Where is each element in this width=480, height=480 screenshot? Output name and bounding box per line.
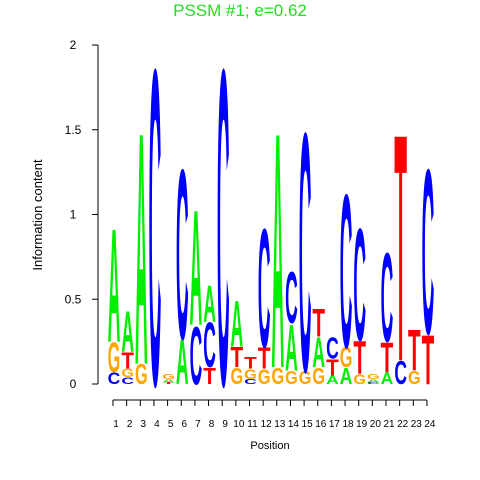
- x-tick-label: 21: [383, 419, 395, 430]
- logo-letter: A: [340, 364, 353, 390]
- logo-letter: C: [176, 120, 189, 391]
- logo-letter: C: [258, 193, 271, 383]
- x-tick-label: 16: [315, 419, 327, 430]
- x-tick-label: 22: [397, 419, 409, 430]
- x-tick-label: 11: [247, 419, 258, 430]
- y-tick-label: 1: [70, 208, 77, 222]
- logo-letter: T: [381, 335, 394, 382]
- logo-letter: G: [135, 358, 148, 390]
- logo-letter: A: [190, 176, 203, 360]
- logo-letter: C: [244, 378, 257, 386]
- logo-letter: A: [285, 312, 298, 386]
- x-tick-label: 8: [209, 419, 215, 430]
- logo-letter: A: [231, 288, 244, 362]
- y-tick-label: 2: [70, 38, 77, 52]
- logo-letter: C: [203, 310, 216, 381]
- logo-letter: T: [258, 341, 271, 376]
- x-tick-label: 10: [233, 419, 245, 430]
- logo-letter: C: [394, 354, 407, 391]
- logo-letter: C: [121, 375, 134, 386]
- x-tick-label: 2: [127, 419, 133, 430]
- logo-letter: A: [326, 374, 339, 387]
- logo-letter: A: [162, 378, 175, 384]
- y-axis-label: Information content: [30, 159, 45, 271]
- logo-letter: A: [121, 300, 134, 365]
- logo-letter: G: [340, 341, 353, 373]
- logo-letter: G: [312, 364, 325, 390]
- logo-letter: C: [149, 0, 162, 480]
- logo-letter: A: [312, 329, 325, 376]
- x-tick-label: 9: [222, 419, 228, 430]
- x-tick-label: 6: [181, 419, 187, 430]
- logo-letter: A: [203, 276, 216, 334]
- logo-letter: G: [299, 367, 312, 388]
- logo-letter: T: [203, 363, 216, 390]
- logo-letter: T: [312, 300, 325, 345]
- x-tick-label: 15: [302, 419, 314, 430]
- logo-letter: C: [381, 228, 394, 369]
- x-tick-label: 17: [329, 419, 341, 430]
- logo-letter: G: [108, 334, 121, 382]
- chart-title: PSSM #1; e=0.62: [173, 1, 307, 20]
- logo-letter: T: [353, 331, 366, 384]
- logo-letter: A: [367, 378, 380, 384]
- logo-letter: G: [271, 364, 284, 390]
- x-tick-label: 12: [261, 419, 273, 430]
- logo-letter: C: [217, 0, 230, 480]
- logo-letter: C: [422, 122, 435, 384]
- logo-letter: G: [367, 373, 380, 381]
- x-tick-label: 4: [154, 419, 160, 430]
- y-tick-label: 0.5: [65, 292, 82, 306]
- logo-letter: T: [162, 382, 175, 385]
- logo-letter: T: [394, 67, 407, 430]
- logo-letter: C: [353, 197, 366, 376]
- logo-letter: C: [299, 63, 312, 444]
- x-tick-label: 19: [356, 419, 368, 430]
- x-tick-label: 20: [370, 419, 382, 430]
- x-tick-label: 18: [342, 419, 354, 430]
- x-tick-label: 3: [141, 419, 147, 430]
- logo-letter: A: [271, 62, 284, 439]
- logo-letter: G: [353, 372, 366, 388]
- logo-letter: C: [367, 382, 380, 385]
- x-tick-label: 14: [288, 419, 300, 430]
- logo-letter: G: [231, 364, 244, 390]
- logo-letter: T: [422, 322, 435, 401]
- logo-letter: T: [121, 348, 134, 375]
- logo-letter: T: [244, 354, 257, 372]
- logo-letter: C: [326, 332, 339, 366]
- x-axis-label: Position: [250, 440, 289, 452]
- logo-letter: T: [408, 318, 421, 383]
- x-tick-label: 1: [113, 419, 119, 430]
- logo-letter: A: [108, 195, 121, 376]
- logo-letter: C: [285, 258, 298, 339]
- logo-letter: A: [381, 369, 394, 387]
- logo-letter: G: [244, 367, 257, 383]
- logo-letter: C: [108, 369, 121, 387]
- y-tick-label: 0: [70, 377, 77, 391]
- x-tick-label: 24: [424, 419, 436, 430]
- logo-letter: C: [190, 309, 203, 402]
- logo-letter: T: [231, 343, 244, 374]
- logo-letter: G: [162, 373, 175, 381]
- logo-letter: G: [258, 366, 271, 390]
- logo-letter: T: [326, 354, 339, 381]
- x-tick-label: 7: [195, 419, 201, 430]
- y-tick-label: 1.5: [65, 123, 82, 137]
- x-tick-label: 5: [168, 419, 174, 430]
- logo-letter: A: [176, 327, 189, 398]
- x-tick-label: 23: [411, 419, 423, 430]
- logo-letter: C: [340, 148, 353, 393]
- logo-letter: A: [135, 63, 148, 434]
- logo-letter: G: [408, 367, 421, 388]
- x-tick-label: 13: [274, 419, 286, 430]
- logo-letter: G: [285, 367, 298, 388]
- logo-letter: G: [121, 367, 134, 380]
